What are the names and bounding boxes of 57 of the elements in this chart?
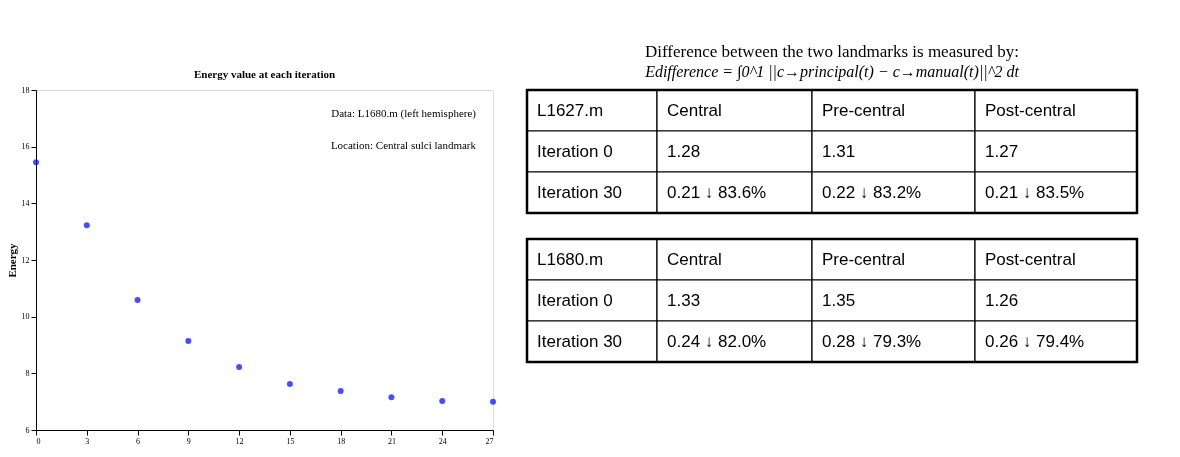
y-tick-label: 6 <box>25 425 30 435</box>
category-label: Central <box>667 100 722 120</box>
point <box>236 364 243 371</box>
x-tick-label: 21 <box>387 436 396 446</box>
text: 1.28 <box>667 141 701 161</box>
y-tick-label: 10 <box>21 312 30 322</box>
x-tick-label: 15 <box>286 436 295 446</box>
category-label: Iteration 30 <box>537 331 623 351</box>
x-tick-label: 3 <box>85 436 90 446</box>
point <box>337 387 344 394</box>
text: 0.21 ↓ 83.5% <box>985 182 1085 202</box>
category-label: Post-central <box>985 249 1076 269</box>
point <box>388 394 395 401</box>
y-tick-label: 18 <box>21 85 30 95</box>
category-label: Iteration 0 <box>537 141 613 161</box>
x-tick-label: 24 <box>438 436 447 446</box>
text: Edifference = ∫0^1 ||c→principal(t) − c→manual(t)||^2 dt <box>644 62 1020 82</box>
category-label: Central <box>667 249 722 269</box>
text: 0.26 ↓ 79.4% <box>985 331 1085 351</box>
point <box>83 222 90 229</box>
category-label: Iteration 0 <box>537 290 613 310</box>
point <box>185 338 192 345</box>
point <box>490 398 496 405</box>
x-tick-label: 0 <box>36 436 41 446</box>
annotation: Data: L1680.m (left hemisphere) <box>331 107 477 120</box>
text: 1.33 <box>667 290 701 310</box>
text: Difference between the two landmarks is measured by: <box>644 41 1020 61</box>
category-label: Iteration 30 <box>537 182 623 202</box>
point <box>33 159 39 166</box>
text: 0.24 ↓ 82.0% <box>667 331 767 351</box>
text: 0.28 ↓ 79.3% <box>822 331 922 351</box>
y-tick-label: 12 <box>21 255 30 265</box>
x-tick-label: 9 <box>186 436 191 446</box>
point <box>439 398 446 405</box>
category-label: L1680.m <box>537 249 604 269</box>
text: 1.27 <box>985 141 1019 161</box>
y-tick-label: 14 <box>21 198 30 208</box>
x-tick-label: 18 <box>337 436 346 446</box>
x-tick-label: 12 <box>235 436 244 446</box>
y-axis-title: Energy <box>5 242 18 278</box>
category-label: L1627.m <box>537 100 604 120</box>
category-label: Post-central <box>985 100 1076 120</box>
y-tick-label: 16 <box>21 142 30 152</box>
text: 0.22 ↓ 83.2% <box>822 182 922 202</box>
category-label: Pre-central <box>822 249 906 269</box>
text: 1.26 <box>985 290 1019 310</box>
text: 1.31 <box>822 141 856 161</box>
x-tick-label: 6 <box>136 436 141 446</box>
chart-title: Energy value at each iteration <box>193 68 336 80</box>
annotation: Location: Central sulci landmark <box>330 139 477 151</box>
y-tick-label: 8 <box>25 368 30 378</box>
text: 1.35 <box>822 290 856 310</box>
x-tick-label: 27 <box>485 436 494 446</box>
text: 0.21 ↓ 83.6% <box>667 182 767 202</box>
point <box>286 381 293 388</box>
point <box>134 296 141 303</box>
category-label: Pre-central <box>822 100 906 120</box>
